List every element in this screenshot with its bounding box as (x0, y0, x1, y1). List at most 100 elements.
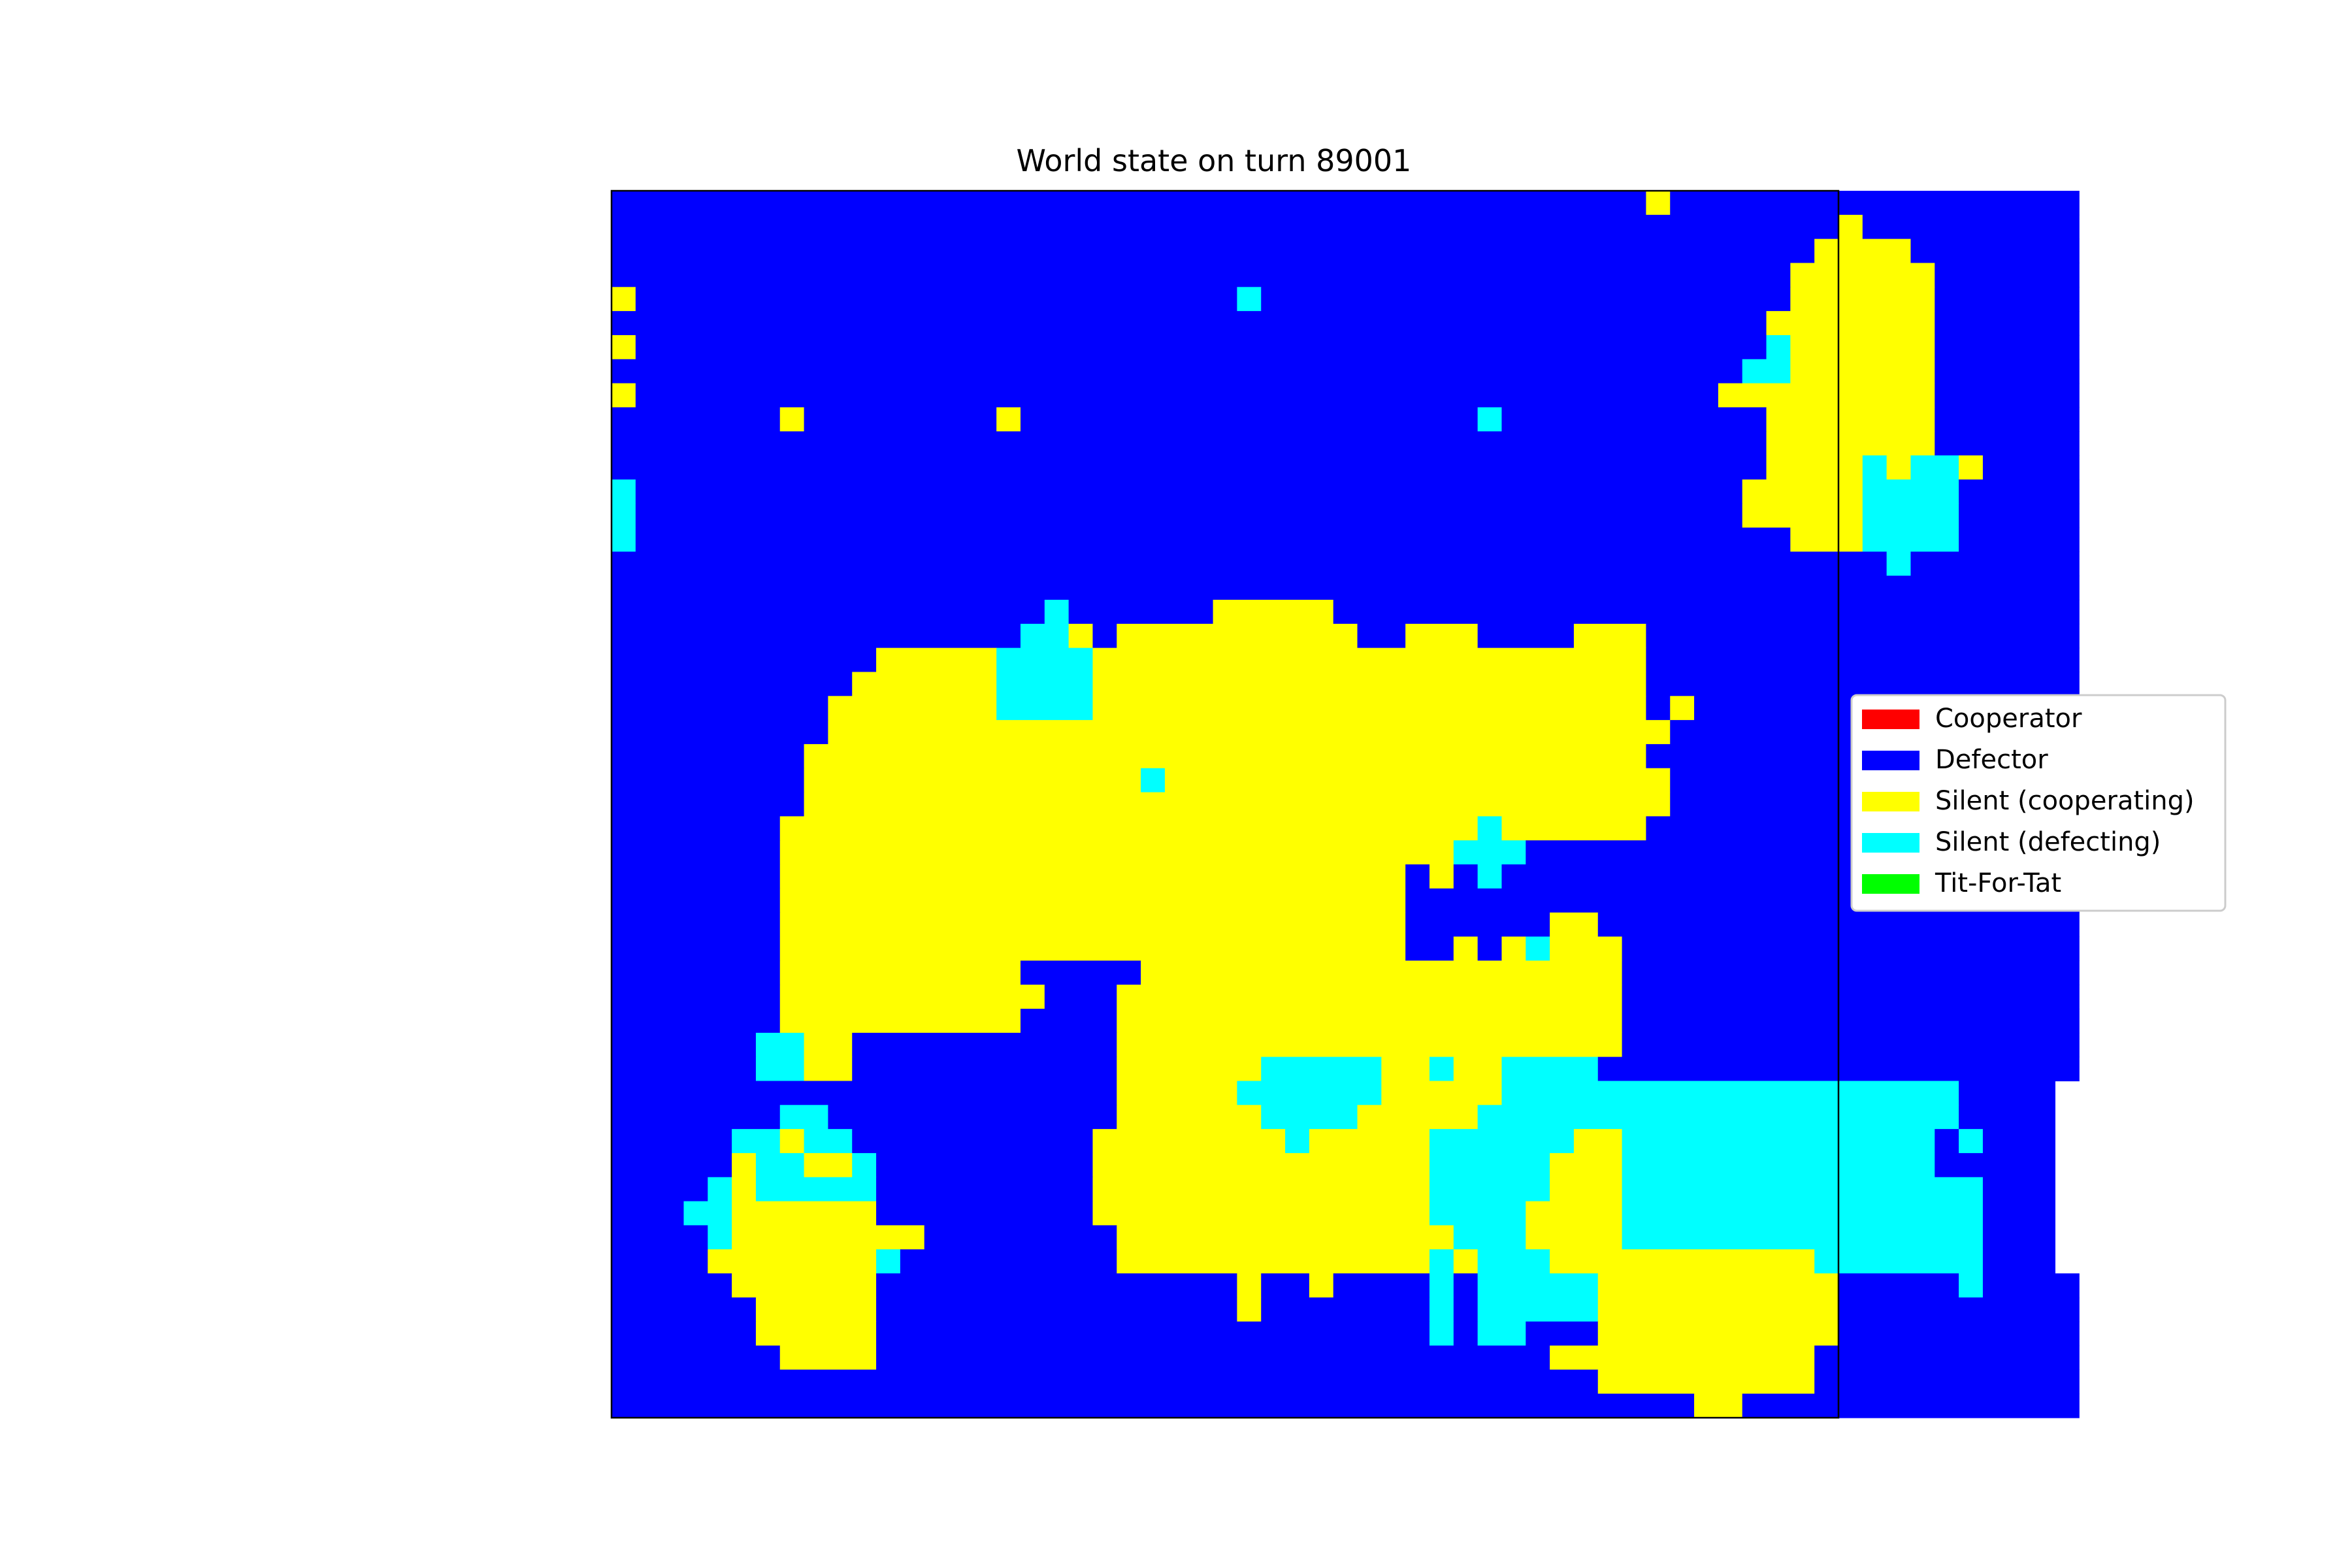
heatmap-cell-run (1550, 912, 1599, 938)
heatmap-cell-run (1814, 1369, 2080, 1394)
heatmap-cell-run (1814, 1249, 1984, 1274)
heatmap-cell-run (1742, 1394, 2080, 1418)
legend-frame (1850, 694, 2227, 912)
heatmap-cell-run (612, 696, 829, 721)
heatmap-cell-run (755, 1152, 805, 1178)
heatmap-cell-run (732, 1177, 757, 1202)
heatmap-cell-run (876, 1249, 901, 1274)
heatmap-cell-run (1213, 600, 1334, 625)
heatmap-cell-run (1550, 1177, 1623, 1202)
legend-swatch (1862, 710, 1919, 729)
heatmap-cell-run (1573, 1129, 1623, 1154)
heatmap-cell-run (708, 1249, 877, 1274)
heatmap-cell-run (1429, 1129, 1575, 1154)
heatmap-cell-run (1910, 238, 2080, 264)
chart-title: World state on turn 89001 (1017, 143, 1412, 178)
heatmap-cell-run (1982, 1273, 2080, 1298)
heatmap-cell-run (1526, 1225, 1623, 1250)
heatmap-cell-run (1261, 1105, 1358, 1130)
heatmap-cell-run (1550, 1345, 1815, 1370)
heatmap-cell-run (612, 1345, 781, 1370)
heatmap-cell-run (1477, 1249, 1550, 1274)
heatmap-cell-run (612, 407, 781, 432)
heatmap-cell-run (996, 647, 1094, 673)
heatmap-cell-run (1117, 1249, 1430, 1274)
heatmap-cell-run (755, 1056, 805, 1082)
heatmap-cell-run (612, 1032, 757, 1058)
heatmap-cell-run (612, 1105, 781, 1130)
heatmap-cell-run (1742, 503, 1863, 529)
heatmap-cell-run (1959, 1105, 2056, 1130)
heatmap-cell-run (876, 647, 997, 673)
heatmap-cell-run (1453, 936, 1478, 961)
heatmap-cell-run (1429, 1297, 1454, 1322)
heatmap-cell-run (1477, 407, 1503, 432)
heatmap-cell-run (635, 287, 1238, 312)
heatmap-cell-run (1622, 985, 2080, 1009)
heatmap-cell-run (1622, 1225, 1984, 1250)
heatmap-cell-run (612, 1081, 1117, 1105)
heatmap-cell-run (612, 792, 805, 817)
heatmap-cell-run (779, 985, 1045, 1009)
heatmap-cell-run (1526, 1201, 1623, 1226)
heatmap-cell-run (1261, 287, 1791, 312)
heatmap-cell-run (755, 1297, 877, 1322)
heatmap-cell-run (755, 1032, 805, 1058)
heatmap-cell-run (612, 936, 781, 961)
heatmap-cell-run (612, 263, 1791, 287)
heatmap-cell-run (1646, 647, 2080, 673)
heatmap-cell-run (1261, 1273, 1310, 1298)
legend-label: Defector (1935, 745, 2048, 775)
heatmap-cell-run (876, 1273, 1238, 1298)
heatmap-cell-run (996, 696, 1094, 721)
heatmap-cell-run (732, 1273, 877, 1298)
heatmap-cell-run (1021, 1009, 1117, 1034)
heatmap-cell-run (612, 1201, 685, 1226)
heatmap-cell-run (1959, 1081, 2056, 1105)
heatmap-cell-run (612, 1249, 708, 1274)
heatmap-cell-run (1935, 335, 2080, 360)
heatmap-cell-run (1429, 1249, 1454, 1274)
heatmap-cell-run (876, 1345, 1550, 1370)
heatmap-cell-run (635, 503, 1743, 529)
heatmap-cell-run (779, 1345, 877, 1370)
heatmap-cell-run (804, 407, 997, 432)
heatmap-cell-run (1453, 840, 1526, 865)
heatmap-cell-run (1117, 1081, 1238, 1105)
heatmap-cell-run (612, 503, 636, 529)
heatmap-cell-run (1742, 359, 1791, 384)
heatmap-cell-run (1092, 672, 1647, 696)
heatmap-cell-run (1862, 455, 1887, 480)
heatmap-cell-run (1910, 551, 2080, 576)
heatmap-cell-run (1910, 455, 1959, 480)
heatmap-cell-run (612, 816, 781, 841)
heatmap-cell-run (635, 335, 1767, 360)
heatmap-cell-run (1935, 359, 2080, 384)
heatmap-cell-run (1477, 1105, 1959, 1130)
heatmap-cell-run (1092, 1177, 1430, 1202)
heatmap-cell-run (1429, 1152, 1550, 1178)
heatmap-cell-run (852, 1129, 1094, 1154)
heatmap-cell-run (804, 768, 1141, 793)
heatmap-cell-run (612, 335, 636, 360)
legend-label: Tit-For-Tat (1935, 868, 2061, 898)
heatmap-cell-run (612, 720, 829, 745)
heatmap-cell-run (779, 936, 1406, 961)
heatmap-cell-run (1044, 600, 1070, 625)
heatmap-cell-run (1622, 1009, 2080, 1034)
heatmap-cell-run (1141, 960, 1623, 985)
heatmap-cell-run (1886, 455, 1912, 480)
heatmap-cell-run (1838, 1273, 1959, 1298)
heatmap-cell-run (755, 1321, 877, 1347)
legend: Cooperator Defector Silent (cooperating) Si… (1850, 694, 2227, 912)
heatmap-cell-run (1092, 696, 1647, 721)
heatmap-cell-run (1405, 864, 1430, 889)
heatmap-cell-run (900, 1249, 1117, 1274)
heatmap-cell-run (708, 1225, 732, 1250)
heatmap-cell-run (1117, 1009, 1623, 1034)
heatmap-cell-run (1477, 1321, 1526, 1347)
heatmap-cell-run (612, 1321, 757, 1347)
heatmap-cell-run (1501, 936, 1526, 961)
heatmap-cell-run (1117, 1032, 1623, 1058)
